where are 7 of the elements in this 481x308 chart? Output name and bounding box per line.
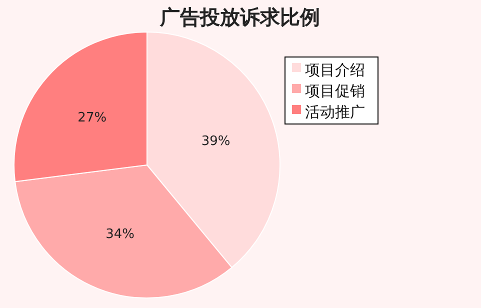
- legend-label: 项目促销: [305, 82, 365, 100]
- data-label: 39%: [201, 134, 230, 150]
- data-label: 27%: [78, 110, 107, 126]
- data-label: 34%: [106, 227, 135, 242]
- legend-label: 活动推广: [305, 103, 365, 121]
- chart-title: 广告投放诉求比例: [159, 5, 320, 29]
- legend-label: 项目介绍: [305, 61, 365, 79]
